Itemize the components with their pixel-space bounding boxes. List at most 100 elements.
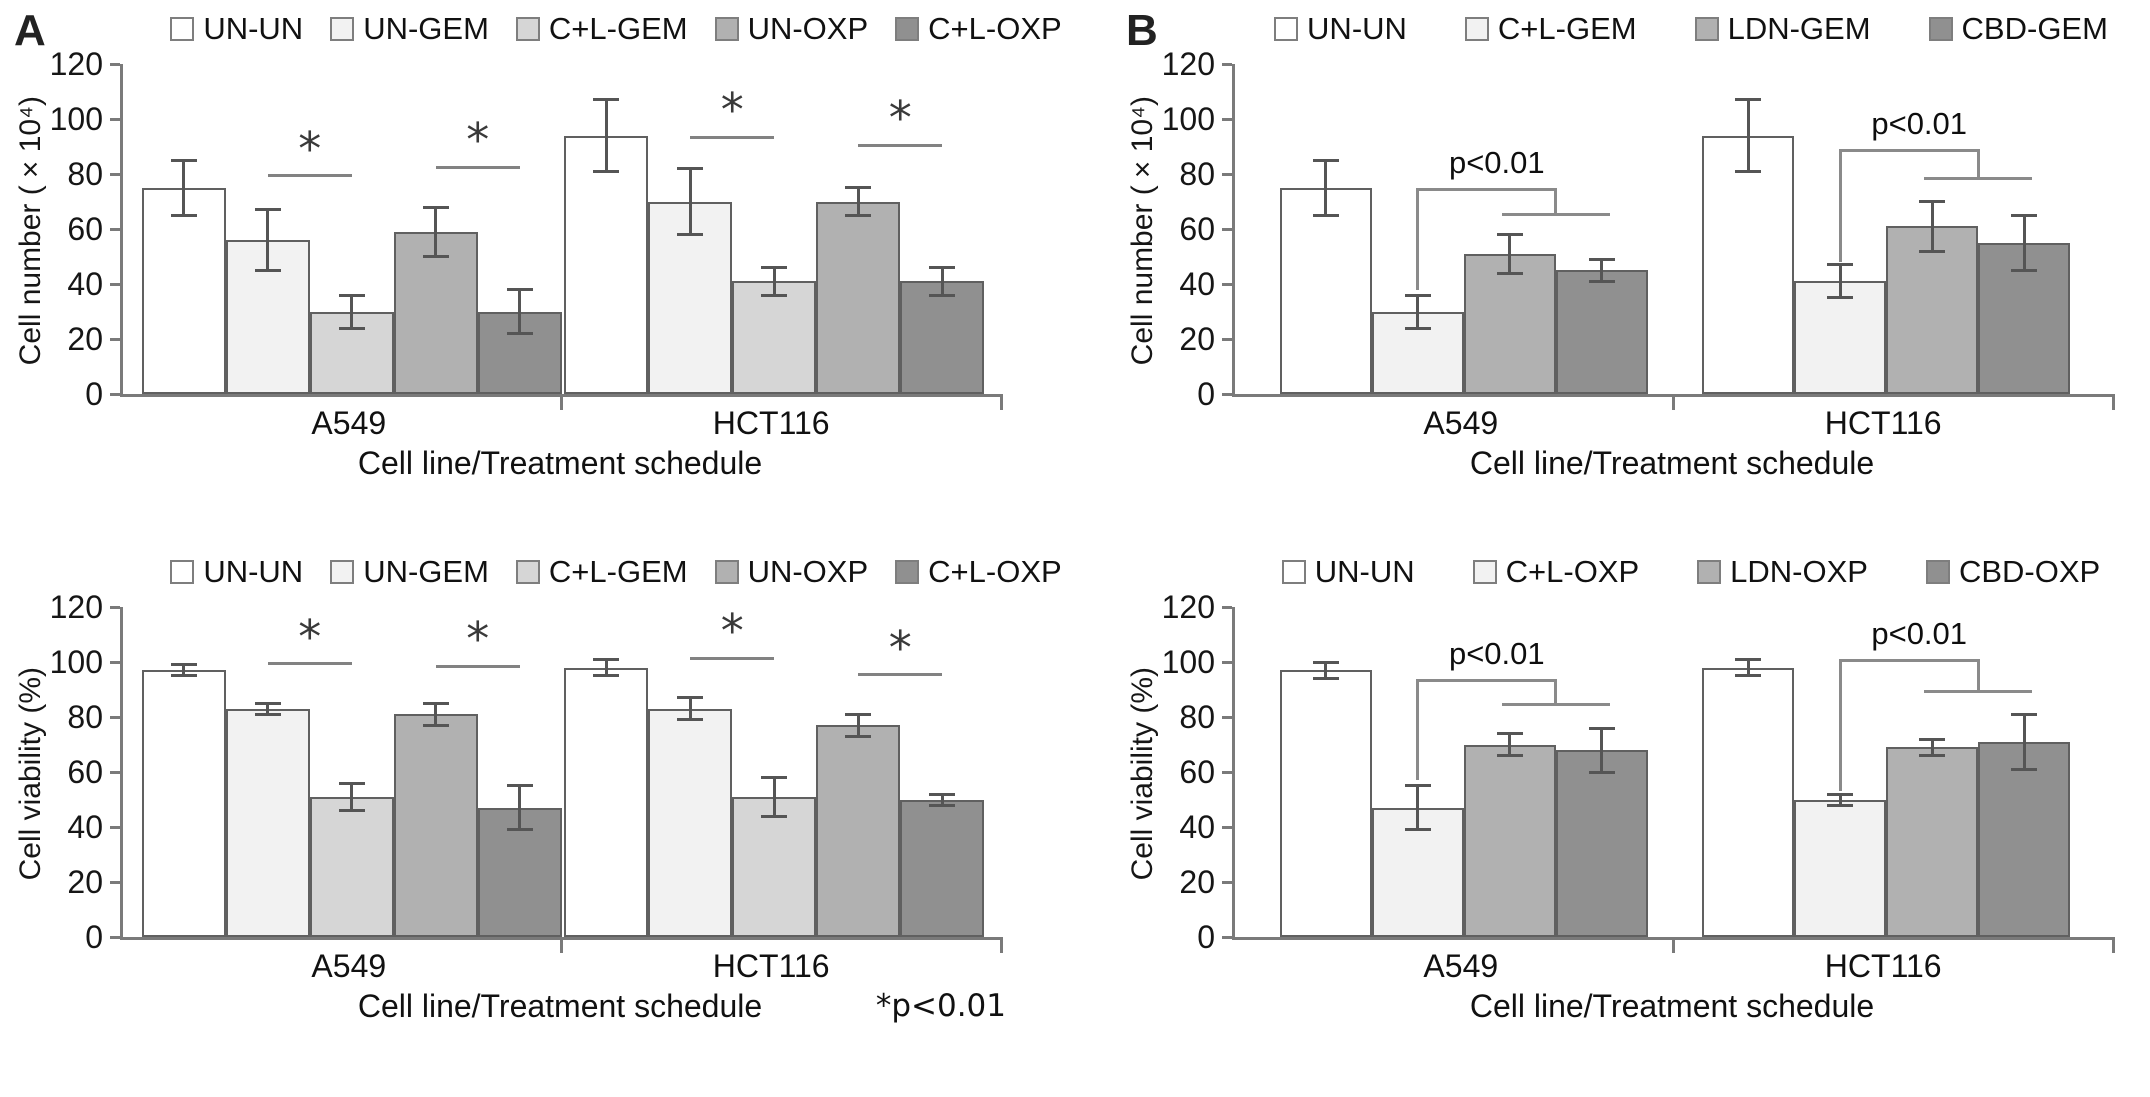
error-bar-stem — [772, 267, 776, 295]
error-bar-cap-bottom — [254, 712, 281, 716]
bar — [1794, 799, 1887, 937]
error-bar-cap-bottom — [422, 255, 449, 258]
x-tick-mark — [560, 394, 563, 410]
significance-bracket-top — [1417, 678, 1556, 682]
legend-label: UN-UN — [1307, 11, 1407, 46]
error-bar-cap-bottom — [506, 828, 533, 832]
legend-label: C+L-GEM — [548, 11, 688, 46]
y-tick-label: 120 — [49, 46, 103, 82]
error-bar-cap-bottom — [1735, 169, 1762, 173]
error-bar-stem — [350, 295, 354, 328]
x-category-label: HCT116 — [712, 405, 830, 441]
error-bar-cap-top — [1588, 257, 1615, 261]
x-category-label: A549 — [311, 405, 387, 441]
y-tick-mark — [1222, 282, 1232, 286]
legend-item: C+L-OXP — [895, 11, 1062, 47]
y-tick-mark — [110, 605, 120, 609]
legend-label: LDN-GEM — [1727, 11, 1871, 46]
legend-swatch — [1281, 560, 1306, 584]
bar — [393, 714, 478, 937]
legend-item: LDN-OXP — [1697, 554, 1868, 590]
error-bar-cap-top — [506, 288, 533, 291]
significance-line — [858, 673, 943, 676]
y-tick-mark — [1222, 880, 1232, 884]
bar — [900, 281, 985, 394]
bar — [1463, 253, 1556, 394]
bar — [1279, 670, 1372, 937]
legend-label: CBD-GEM — [1961, 11, 2108, 46]
error-bar-cap-top — [1827, 263, 1854, 267]
error-bar-stem — [434, 207, 438, 257]
x-axis-title-row: Cell line/Treatment schedule — [1232, 443, 2112, 487]
significance-bracket-top — [1840, 149, 1979, 153]
error-bar-cap-top — [2011, 712, 2038, 716]
x-axis-title-row: Cell line/Treatment schedule — [1232, 986, 2112, 1030]
error-bar-stem — [518, 289, 522, 334]
significance-bracket-riser — [1838, 149, 1842, 262]
y-tick-mark — [110, 337, 120, 341]
error-bar-cap-top — [677, 696, 704, 700]
x-tick-mark — [1000, 394, 1003, 410]
error-bar-stem — [1416, 785, 1420, 830]
error-bar-cap-top — [338, 293, 365, 297]
bar — [732, 281, 817, 394]
error-bar-stem — [688, 168, 692, 235]
y-tick-label: 0 — [85, 376, 103, 412]
x-category-row: A549 HCT116 — [120, 397, 1000, 443]
x-category-label: HCT116 — [1824, 948, 1942, 984]
y-tick-label: 60 — [1179, 754, 1215, 790]
legend: UN-UN C+L-GEM LDN-GEM CBD-GEM — [1232, 8, 2150, 50]
legend-label: C+L-GEM — [548, 554, 688, 589]
error-bar-cap-top — [506, 784, 533, 788]
asterisk: * — [720, 83, 744, 138]
y-tick-label: 40 — [67, 809, 103, 845]
error-bar-cap-top — [1404, 293, 1431, 297]
y-tick-label: 0 — [1197, 919, 1215, 955]
legend-item: UN-UN — [170, 554, 303, 590]
error-bar-cap-top — [761, 776, 788, 779]
error-bar-stem — [772, 777, 776, 816]
error-bar-cap-top — [422, 205, 449, 209]
x-category-label: HCT116 — [712, 948, 830, 984]
legend-swatch — [895, 17, 920, 41]
y-tick-label: 100 — [1161, 101, 1215, 137]
legend-label: UN-UN — [1314, 554, 1415, 589]
y-tick-mark — [1222, 715, 1232, 719]
chart-body: Cell number (×10⁴) 0 20 40 60 80 100 120 * * * * — [10, 48, 1112, 410]
y-tick-label: 20 — [1179, 864, 1215, 900]
x-category-label: A549 — [1423, 405, 1499, 441]
error-bar-cap-top — [677, 167, 704, 170]
y-tick-mark — [110, 117, 120, 121]
bar — [1702, 135, 1795, 394]
bar — [564, 135, 649, 394]
p-value-label: p<0.01 — [1448, 144, 1545, 180]
legend-swatch — [1694, 17, 1719, 41]
error-bar-stem — [1416, 295, 1420, 328]
x-axis-title: Cell line/Treatment schedule — [1469, 988, 1875, 1024]
bar — [1555, 270, 1648, 394]
y-tick-mark — [110, 660, 120, 664]
significance-bracket-riser — [1416, 678, 1420, 781]
error-bar-stem — [1838, 264, 1842, 298]
error-bar-cap-top — [929, 266, 956, 269]
legend-label: C+L-GEM — [1497, 11, 1637, 46]
legend: UN-UN C+L-OXP LDN-OXP CBD-OXP — [1232, 551, 2150, 593]
error-bar-cap-top — [1404, 784, 1431, 788]
significance-bracket-leg — [1554, 187, 1558, 213]
bar — [141, 187, 226, 394]
y-tick-mark — [110, 172, 120, 176]
x-tick-mark — [560, 937, 563, 953]
asterisk: * — [720, 604, 744, 659]
error-bar-stem — [1600, 259, 1604, 282]
error-bar-stem — [1508, 733, 1512, 756]
error-bar-cap-bottom — [1496, 754, 1523, 757]
error-bar-stem — [1930, 739, 1934, 756]
error-bar-cap-bottom — [593, 169, 620, 173]
legend: UN-UN UN-GEM C+L-GEM UN-OXP C+L-OXP — [120, 551, 1112, 593]
legend-item: CBD-GEM — [1928, 11, 2108, 47]
legend-item: C+L-GEM — [515, 554, 688, 590]
legend-swatch — [1464, 17, 1489, 41]
p-value-label: p<0.01 — [1871, 616, 1968, 652]
error-bar-cap-bottom — [1735, 674, 1762, 678]
x-axis-title: Cell line/Treatment schedule — [357, 445, 763, 481]
